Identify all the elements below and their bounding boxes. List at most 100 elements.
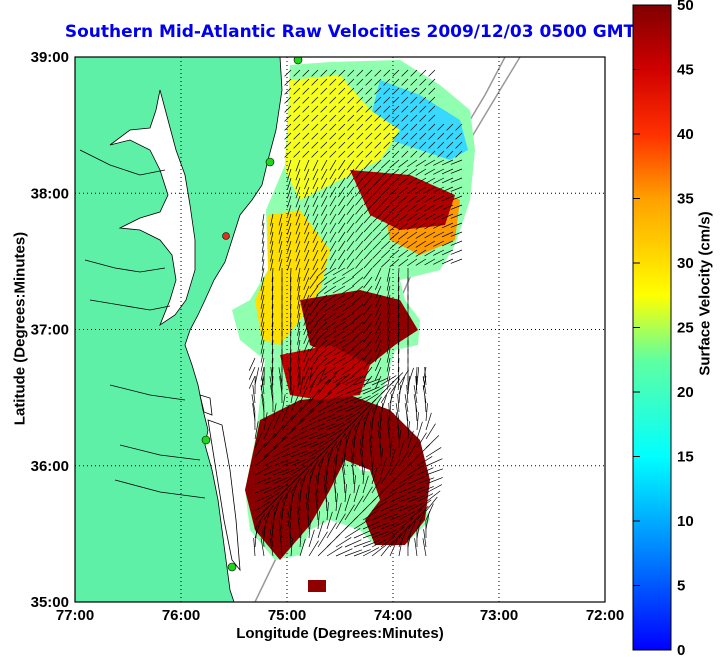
current-vector — [302, 123, 310, 131]
current-vector — [386, 276, 391, 291]
current-vector — [304, 258, 310, 271]
current-vector — [260, 276, 265, 291]
colorbar-tick-label: 0 — [677, 642, 685, 659]
current-vector — [441, 231, 454, 238]
current-vector — [380, 249, 391, 259]
current-vector — [347, 87, 355, 95]
current-vector — [389, 195, 400, 205]
current-vector — [416, 520, 421, 539]
current-vector — [415, 366, 418, 382]
current-vector — [309, 312, 319, 325]
current-vector — [297, 348, 301, 363]
current-vector — [386, 348, 391, 363]
current-vector — [441, 159, 454, 166]
current-vector — [363, 222, 373, 233]
current-vector — [389, 258, 400, 268]
current-vector — [353, 484, 360, 503]
current-vector — [383, 123, 391, 131]
current-vector — [359, 448, 364, 467]
current-vector — [353, 530, 371, 539]
current-vector — [356, 78, 364, 86]
current-vector — [407, 521, 416, 539]
current-vector — [355, 177, 364, 188]
current-vector — [415, 249, 427, 257]
current-vector — [361, 457, 364, 476]
current-vector — [363, 339, 373, 352]
current-vector — [278, 367, 283, 386]
current-vector — [295, 159, 301, 172]
current-vector — [356, 150, 364, 158]
current-vector — [424, 204, 436, 212]
current-vector — [372, 195, 382, 205]
current-vector — [311, 141, 319, 149]
colorbar-tick-label: 10 — [677, 513, 694, 530]
current-vector — [320, 258, 328, 270]
current-vector — [386, 285, 391, 300]
current-vector — [332, 285, 346, 294]
current-vector — [290, 321, 292, 337]
y-tick-label: 35:00 — [31, 594, 69, 611]
current-vector — [401, 78, 409, 86]
current-vector — [284, 114, 292, 122]
current-vector — [398, 517, 414, 530]
current-vector — [356, 123, 364, 131]
current-vector — [386, 412, 391, 431]
current-vector — [284, 96, 292, 104]
current-vector — [338, 114, 346, 122]
current-vector — [425, 484, 443, 494]
current-vector — [316, 330, 328, 341]
current-vector — [410, 78, 418, 86]
current-vector — [254, 513, 265, 530]
current-vector — [284, 132, 292, 140]
current-vector — [347, 123, 355, 131]
current-vector — [416, 505, 429, 521]
current-vector — [342, 321, 355, 330]
current-vector — [389, 459, 400, 476]
current-vector — [302, 150, 310, 158]
current-vector — [365, 87, 373, 95]
current-vector — [342, 339, 355, 348]
current-vector — [374, 357, 382, 371]
current-vector — [365, 132, 373, 140]
current-vector — [278, 529, 283, 548]
current-vector — [374, 285, 382, 299]
current-vector — [263, 504, 274, 521]
current-vector — [424, 240, 436, 248]
current-vector — [362, 510, 379, 521]
current-vector — [415, 375, 418, 395]
current-vector — [284, 150, 292, 158]
current-vector — [342, 303, 355, 312]
current-vector — [383, 114, 391, 122]
current-vector — [344, 396, 363, 404]
current-vector — [335, 432, 346, 449]
radar-stations — [201, 57, 303, 572]
x-tick-label: 77:00 — [56, 607, 94, 624]
current-vector — [338, 222, 346, 234]
current-vector — [398, 523, 411, 539]
current-vector — [272, 403, 277, 422]
current-vector — [271, 339, 274, 355]
current-vector — [372, 222, 382, 232]
current-vector — [406, 249, 418, 258]
current-vector — [371, 512, 389, 521]
current-vector — [329, 168, 337, 180]
current-vector — [311, 69, 319, 77]
current-vector — [312, 249, 319, 261]
current-vector — [407, 508, 423, 521]
current-vector — [295, 213, 301, 226]
current-vector — [254, 442, 267, 458]
current-vector — [363, 204, 373, 215]
current-vector — [343, 447, 346, 467]
current-vector — [363, 312, 373, 325]
current-vector — [362, 540, 380, 548]
current-vector — [295, 231, 301, 244]
current-vector — [260, 267, 265, 282]
current-vector — [278, 222, 283, 235]
current-vector — [346, 231, 355, 242]
current-vector — [297, 330, 301, 345]
current-vector — [324, 366, 337, 375]
current-vector — [308, 475, 312, 494]
current-vector — [372, 168, 382, 178]
current-vector — [303, 294, 310, 309]
current-vector — [389, 394, 393, 413]
